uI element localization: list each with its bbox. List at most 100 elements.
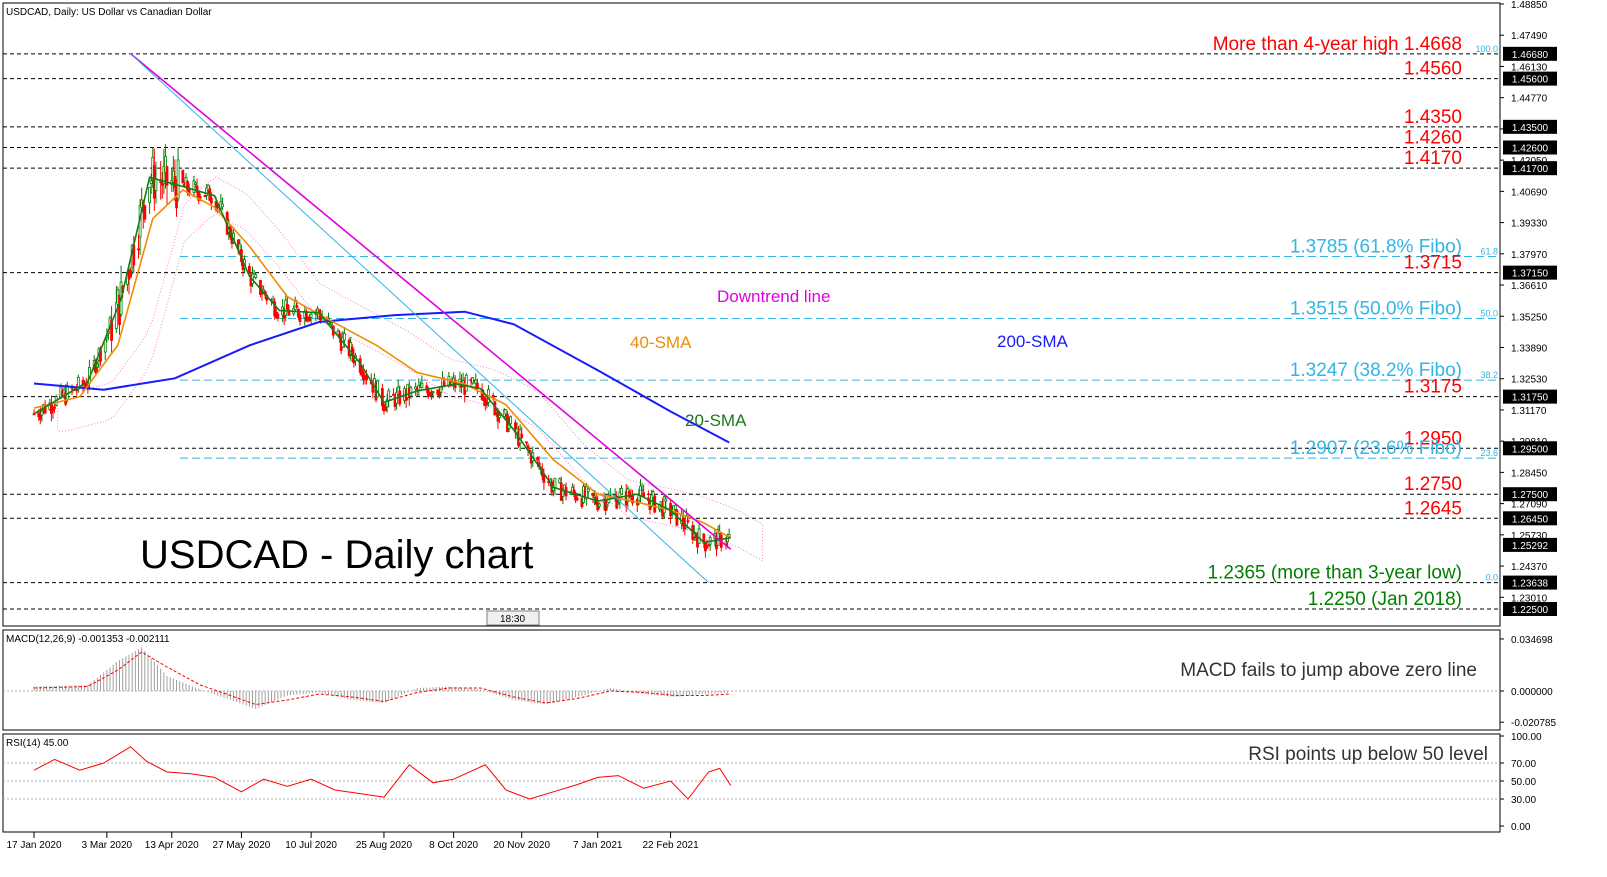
candle-body	[572, 489, 576, 494]
level-label: 1.3715	[1404, 253, 1462, 274]
price-tag-text: 1.41700	[1512, 164, 1549, 175]
candle-body	[32, 413, 36, 416]
price-tag	[1503, 140, 1557, 155]
candle-body	[365, 375, 368, 380]
level-label: 1.4350	[1404, 107, 1462, 128]
x-tick-label: 7 Jan 2021	[573, 840, 623, 851]
candle-body	[38, 413, 42, 420]
series-200-sma	[33, 310, 730, 444]
y-tick-label: 1.27090	[1511, 500, 1548, 511]
candle-body	[651, 491, 655, 499]
macd-histogram: MACD(12,26,9) -0.001353 -0.002111 MACD fa…	[3, 634, 1500, 709]
candle-body	[387, 390, 391, 401]
candle-body	[330, 322, 334, 325]
x-axis: 17 Jan 2020 3 Mar 2020 13 Apr 2020 27 May 2…	[6, 832, 699, 851]
price-tag-text: 1.43500	[1512, 123, 1549, 134]
candle-body	[195, 185, 199, 193]
price-panel-frame	[2, 2, 1501, 627]
rsi-lines: RSI(14) 45.00 RSI points up below 50 leve…	[3, 738, 1500, 800]
candle-body	[574, 492, 577, 501]
annotation-label: 40-SMA	[630, 333, 692, 352]
candle-body	[704, 542, 707, 552]
candle-body	[53, 406, 56, 409]
candle-body	[591, 492, 595, 497]
candle-body	[194, 182, 197, 185]
time-badge[interactable]: 18:30	[486, 610, 540, 626]
level-label: 1.2365 (more than 3-year low)	[1207, 563, 1462, 584]
level-labels: More than 4-year high 1.4668 100.0 1.46680…	[1207, 34, 1557, 616]
candle-body	[285, 303, 289, 310]
candle-body	[198, 196, 202, 199]
macd-signal-line	[33, 651, 731, 706]
level-label: 1.3175	[1404, 377, 1462, 398]
x-tick-label: 8 Oct 2020	[429, 840, 478, 851]
level-label: 1.3247 (38.2% Fibo)	[1290, 360, 1462, 381]
y-tick-label: 1.48850	[1511, 0, 1548, 11]
level-label: 1.3785 (61.8% Fibo)	[1290, 237, 1462, 258]
candle-body	[409, 386, 413, 397]
indicator-lines	[33, 53, 732, 583]
candle-body	[585, 486, 589, 499]
y-tick-label: 1.23010	[1511, 593, 1548, 604]
level-label: 1.2250 (Jan 2018)	[1308, 589, 1462, 610]
candle-body	[509, 416, 513, 425]
y-tick-label: 1.39330	[1511, 219, 1548, 230]
candle-body	[431, 391, 435, 394]
price-tag-text: 1.37150	[1512, 269, 1549, 280]
rsi-annotation: RSI points up below 50 level	[1248, 744, 1488, 765]
rsi-y-tick-label: 100.00	[1511, 732, 1542, 743]
macd-y-tick-label: 0.034698	[1511, 635, 1553, 646]
candle-body	[186, 181, 189, 191]
macd-y-tick-label: -0.020785	[1511, 718, 1556, 729]
candle-body	[314, 313, 318, 315]
price-tag-text: 1.31750	[1512, 393, 1549, 404]
x-tick-label: 3 Mar 2020	[82, 840, 133, 851]
y-tick-label: 1.28450	[1511, 468, 1548, 479]
candle-body	[162, 166, 166, 185]
macd-y-tick-label: 0.000000	[1511, 687, 1553, 698]
candle-body	[593, 495, 596, 498]
candle-body	[670, 513, 674, 515]
candle-body	[148, 187, 151, 203]
price-tag-text: 1.46680	[1512, 50, 1549, 61]
series-downtrend-line	[130, 53, 732, 550]
candle-body	[561, 490, 565, 497]
y-tick-label: 1.32530	[1511, 375, 1548, 386]
candle-body	[137, 248, 140, 251]
candle-body	[309, 313, 313, 318]
x-tick-label: 10 Jul 2020	[285, 840, 337, 851]
candle-body	[176, 159, 180, 200]
y-tick-label: 1.36610	[1511, 281, 1548, 292]
candle-body	[627, 491, 631, 497]
ichimoku-cloud	[57, 176, 763, 562]
price-tag-text: 1.42600	[1512, 144, 1549, 155]
candle-body	[664, 498, 668, 502]
candle-body	[40, 410, 44, 416]
candle-body	[192, 180, 196, 193]
rsi-title: RSI(14) 45.00	[6, 738, 69, 749]
candle-body	[504, 409, 508, 415]
price-tag-text: 1.22500	[1512, 605, 1549, 616]
horizontal-levels	[3, 53, 1500, 610]
current-price-text: 1.25292	[1512, 541, 1549, 552]
fibo-ratio: 100.0	[1475, 44, 1498, 54]
candle-body	[238, 243, 242, 252]
price-tag	[1503, 389, 1557, 404]
candle-body	[221, 203, 224, 208]
y-tick-label: 1.47490	[1511, 31, 1548, 42]
candle-body	[705, 546, 709, 549]
candle-body	[114, 302, 118, 329]
candle-body	[430, 391, 433, 397]
candle-body	[616, 502, 620, 505]
rsi-y-tick-label: 50.00	[1511, 777, 1536, 788]
price-tag	[1503, 487, 1557, 502]
candle-body	[95, 363, 99, 368]
y-tick-label: 1.33890	[1511, 343, 1548, 354]
price-tag-text: 1.27500	[1512, 490, 1549, 501]
series-20-sma	[33, 176, 731, 544]
fibo-ratio: 50.0	[1480, 309, 1498, 319]
candle-body	[297, 308, 300, 318]
price-tag	[1503, 441, 1557, 456]
time-badge-label: 18:30	[500, 614, 525, 625]
